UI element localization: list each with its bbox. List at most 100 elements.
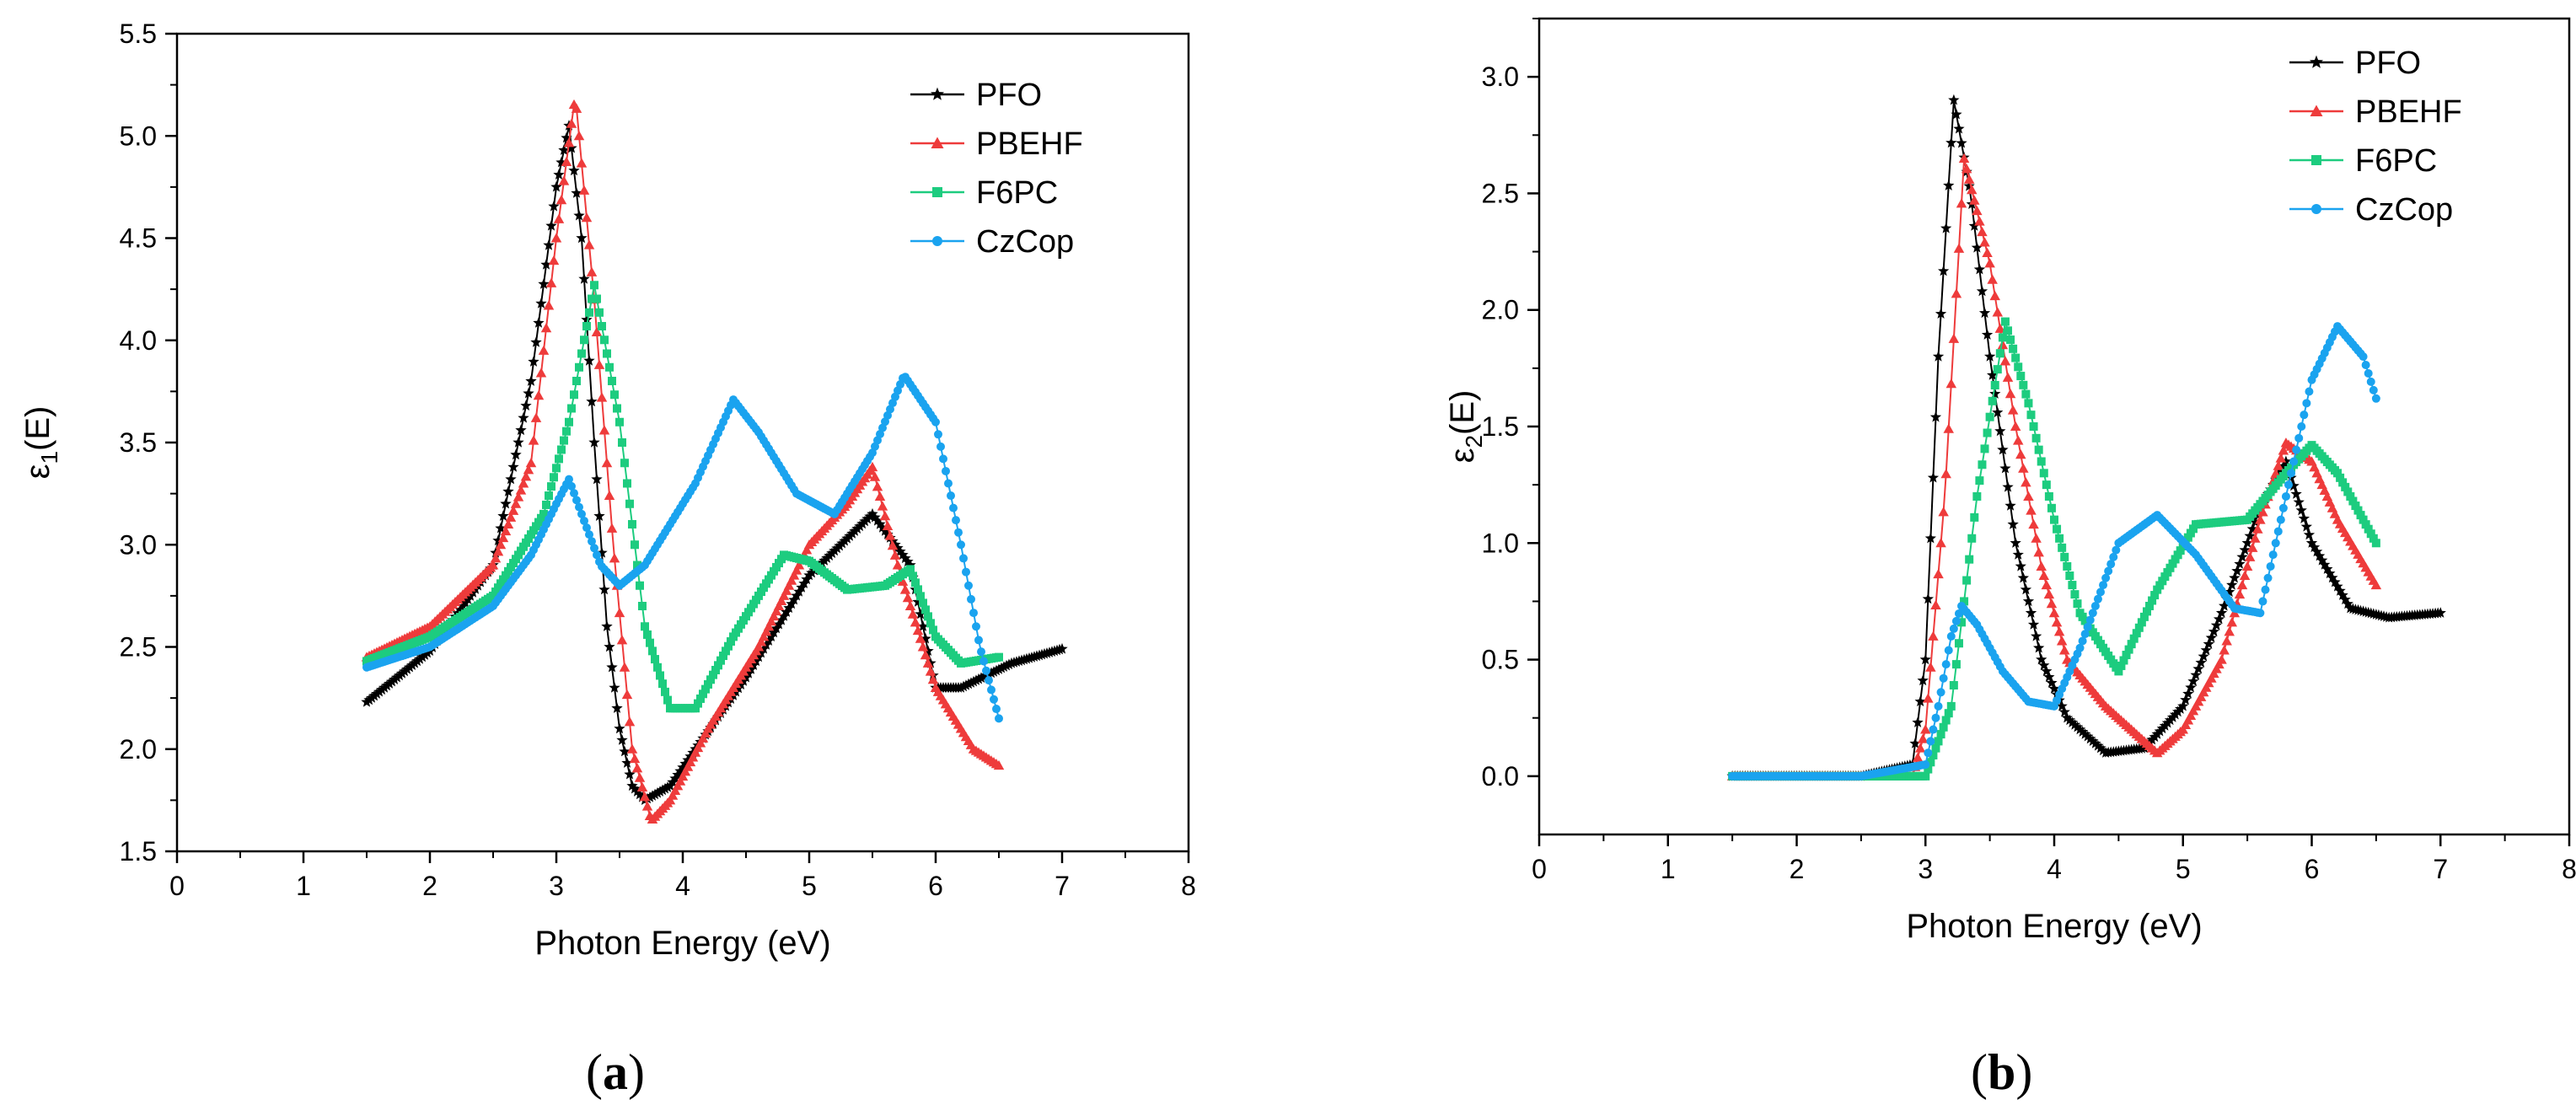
data-point — [543, 239, 555, 250]
x-tick-label: 2 — [1790, 854, 1805, 884]
data-point — [525, 375, 537, 386]
data-point — [575, 362, 583, 372]
data-point — [578, 185, 590, 195]
legend-marker — [2310, 105, 2323, 116]
data-point — [2329, 576, 2341, 588]
data-point — [2361, 360, 2370, 369]
data-point — [892, 560, 904, 570]
data-point — [914, 585, 922, 594]
data-point — [1948, 94, 1960, 105]
data-point — [2012, 435, 2024, 445]
legend-label-f6pc: F6PC — [976, 175, 1058, 211]
data-point — [647, 790, 658, 801]
data-point — [982, 666, 990, 675]
data-point — [510, 448, 522, 460]
data-point — [674, 775, 686, 786]
data-point — [1989, 388, 2001, 399]
data-point — [539, 509, 548, 518]
x-tick-label: 3 — [549, 871, 564, 901]
data-point — [606, 661, 618, 673]
data-point — [962, 567, 970, 577]
data-point — [2021, 477, 2031, 487]
data-point — [887, 539, 899, 550]
data-point — [561, 156, 572, 166]
chart-panel-a: 0 1 2 3 4 5 6 7 8 1.5 2.0 2.5 3.0 3.5 4.0 4.5 5.0 5.5 Phot… — [19, 19, 1196, 1100]
data-point — [894, 545, 906, 556]
data-point — [566, 142, 577, 153]
y-axis-label-symbol: ε — [19, 464, 56, 479]
plot-frame — [1538, 17, 2571, 836]
data-point — [2038, 570, 2050, 581]
data-point — [490, 553, 502, 563]
data-point — [967, 594, 975, 604]
data-point — [910, 617, 921, 627]
data-point — [2109, 552, 2118, 561]
data-point — [1998, 333, 2007, 342]
data-point — [621, 757, 633, 768]
data-point — [581, 212, 593, 223]
data-point — [1948, 333, 1960, 343]
data-point — [624, 768, 636, 780]
data-point — [899, 552, 911, 564]
data-point — [2093, 594, 2102, 604]
data-point — [2289, 457, 2299, 466]
data-point — [957, 540, 965, 550]
x-tick-label: 6 — [2305, 854, 2320, 884]
data-point — [1931, 713, 1940, 722]
data-point — [704, 679, 712, 689]
panel-label-b: (b) — [1971, 1044, 2033, 1100]
data-point — [1944, 709, 1953, 718]
data-point — [1969, 195, 1980, 205]
data-point — [621, 689, 633, 700]
data-point — [1923, 693, 1934, 703]
data-point — [2369, 385, 2378, 394]
data-point — [605, 362, 614, 372]
legend-marker — [932, 236, 942, 246]
data-point — [615, 417, 624, 427]
data-point — [2239, 544, 2251, 555]
data-point — [2275, 453, 2287, 463]
data-point — [985, 676, 993, 685]
data-point — [2226, 617, 2238, 627]
data-point — [2150, 591, 2160, 600]
data-point — [2058, 706, 2070, 717]
data-point — [1953, 243, 1965, 253]
data-point — [916, 592, 925, 601]
data-point — [2258, 597, 2267, 606]
data-point — [719, 652, 727, 661]
data-point — [682, 761, 694, 771]
series-f6pc — [1728, 317, 2380, 781]
data-point — [566, 118, 577, 128]
data-point — [2158, 577, 2167, 586]
data-point — [585, 530, 593, 539]
data-point — [2044, 491, 2053, 501]
data-point — [2226, 579, 2238, 590]
data-point — [2187, 675, 2199, 686]
data-point — [2036, 653, 2047, 665]
data-point — [1961, 164, 1972, 174]
legend: PFO PBEHF F6PC CzCop — [2289, 46, 2462, 228]
data-point — [2185, 681, 2197, 693]
data-point — [513, 491, 524, 502]
data-point — [576, 232, 588, 244]
x-tick-label: 7 — [2433, 854, 2448, 884]
data-point — [768, 610, 780, 621]
data-point — [633, 561, 641, 570]
data-point — [2017, 571, 2029, 583]
data-point — [593, 294, 601, 303]
x-tick-label: 1 — [296, 871, 311, 901]
data-point — [2300, 520, 2312, 532]
data-point — [2316, 554, 2328, 566]
data-point — [572, 496, 581, 505]
data-point — [2022, 595, 2035, 607]
x-tick-label: 0 — [1532, 854, 1547, 884]
data-point — [1981, 329, 1994, 340]
data-point — [634, 788, 646, 800]
data-point — [2219, 600, 2230, 611]
data-point — [879, 511, 891, 521]
legend-marker — [931, 137, 944, 148]
data-point — [2046, 677, 2058, 688]
data-point — [601, 458, 613, 468]
x-tick-label: 5 — [2176, 854, 2191, 884]
data-point — [2006, 335, 2015, 345]
